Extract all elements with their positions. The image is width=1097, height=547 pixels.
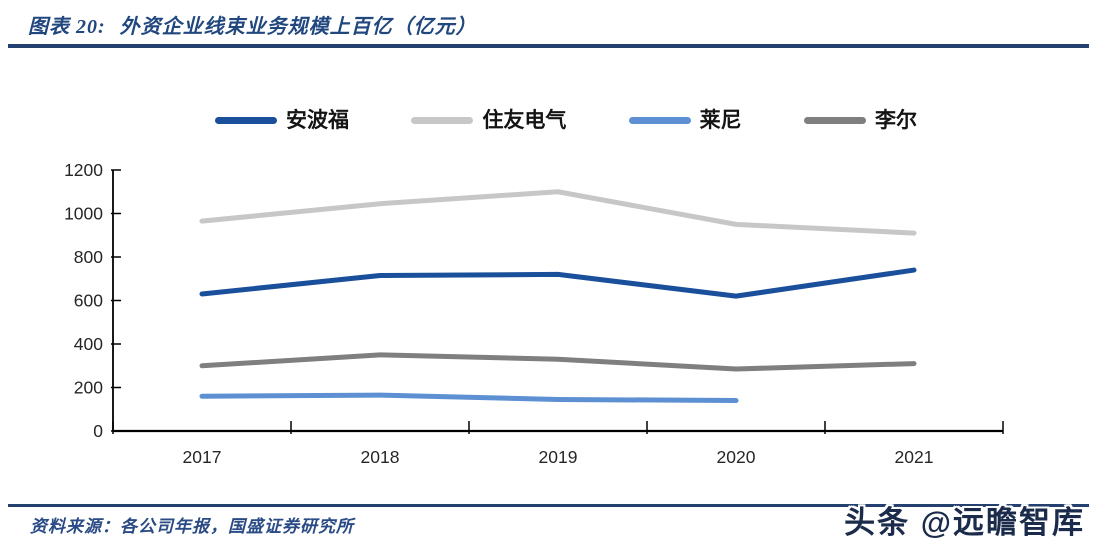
y-tick-label: 1000 xyxy=(64,204,103,224)
legend-label: 莱尼 xyxy=(699,107,742,132)
figure-title: 外资企业线束业务规模上百亿（亿元） xyxy=(119,16,477,38)
watermark: 头条 @远瞻智库 xyxy=(844,505,1085,540)
x-tick-label: 2021 xyxy=(895,447,934,467)
legend-item-0: 安波福 xyxy=(215,107,349,132)
figure-number-label: 图表 20: xyxy=(28,16,106,38)
series-line-0 xyxy=(199,267,917,299)
footer-divider xyxy=(8,504,1089,507)
data-source-note: 资料来源：各公司年报，国盛证券研究所 xyxy=(30,517,354,536)
x-tick-label: 2017 xyxy=(183,447,222,467)
series-line-1 xyxy=(199,189,917,236)
y-tick-label: 200 xyxy=(74,378,103,398)
x-tick-label: 2020 xyxy=(717,447,756,467)
x-tick-label: 2019 xyxy=(539,447,578,467)
y-tick-label: 1200 xyxy=(64,160,103,180)
y-tick-label: 600 xyxy=(74,291,103,311)
chart-legend: 安波福 住友电气 莱尼 李尔 xyxy=(215,105,917,135)
x-tick-label: 2018 xyxy=(361,447,400,467)
legend-item-3: 李尔 xyxy=(803,107,917,132)
legend-label: 安波福 xyxy=(286,107,349,132)
legend-swatch-icon xyxy=(215,116,277,124)
legend-swatch-icon xyxy=(411,116,474,124)
y-tick-label: 800 xyxy=(74,247,103,267)
legend-item-2: 莱尼 xyxy=(628,107,742,132)
legend-label: 李尔 xyxy=(874,107,917,132)
series-line-2 xyxy=(199,392,739,404)
y-tick-label: 400 xyxy=(74,334,103,354)
legend-swatch-icon xyxy=(628,116,691,124)
y-tick-label: 0 xyxy=(93,421,103,441)
legend-item-1: 住友电气 xyxy=(411,107,567,132)
legend-swatch-icon xyxy=(803,116,866,124)
header-divider xyxy=(8,44,1089,48)
legend-label: 住友电气 xyxy=(482,107,567,132)
series-line-3 xyxy=(199,352,917,372)
figure-header: 图表 20: 外资企业线束业务规模上百亿（亿元） xyxy=(28,10,477,39)
